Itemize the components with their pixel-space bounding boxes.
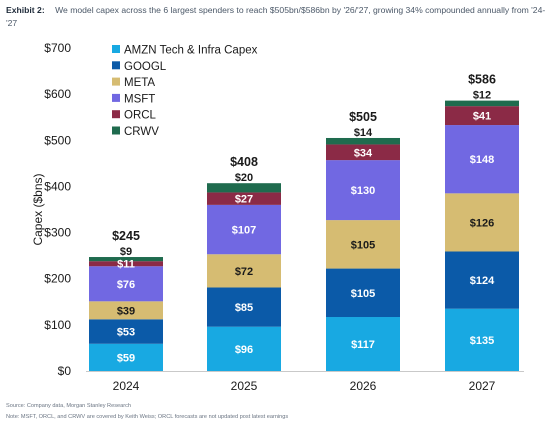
data-label: $105 [351, 288, 375, 300]
data-label: $41 [473, 111, 491, 123]
data-label: $27 [235, 194, 253, 206]
legend-label: MSFT [124, 93, 155, 105]
bar-segment [89, 257, 163, 262]
legend-label: ORCL [124, 110, 157, 122]
bar-segment [89, 266, 163, 302]
bar-segment [445, 106, 519, 126]
data-label: $130 [351, 185, 375, 197]
legend-swatch [112, 45, 120, 53]
total-label: $505 [349, 110, 377, 124]
legend-label: META [124, 77, 155, 89]
bar-segment [326, 268, 400, 318]
bar-segment [89, 319, 163, 344]
legend-label: CRWV [124, 126, 159, 138]
x-tick-label: 2026 [350, 379, 377, 393]
bar-segment [445, 251, 519, 309]
data-label: $96 [235, 344, 253, 356]
bar-segment [445, 100, 519, 107]
data-label: $126 [470, 217, 494, 229]
data-label: $11 [117, 259, 135, 271]
legend-swatch [112, 126, 120, 135]
x-tick-label: 2025 [231, 379, 258, 393]
total-label: $586 [468, 73, 496, 87]
bar-segment [89, 301, 163, 320]
data-label: $12 [473, 90, 491, 102]
bar-segment [207, 326, 281, 371]
y-axis-label: Capex ($bns) [31, 173, 45, 245]
total-label: $408 [230, 155, 258, 169]
bar-segment [326, 137, 400, 145]
y-tick-label: $200 [44, 272, 71, 286]
data-label: $117 [351, 339, 375, 351]
exhibit-number: Exhibit 2: [6, 5, 45, 15]
legend-label: GOOGL [124, 61, 167, 73]
data-label: $14 [354, 127, 373, 139]
legend-label: AMZN Tech & Infra Capex [124, 45, 258, 57]
total-label: $245 [112, 229, 140, 243]
data-label: $148 [470, 154, 494, 166]
exhibit-header: Exhibit 2: We model capex across the 6 l… [6, 4, 546, 29]
legend-swatch [112, 77, 120, 86]
y-tick-label: $300 [44, 226, 71, 240]
y-tick-label: $100 [44, 318, 71, 332]
data-label: $135 [470, 335, 494, 347]
data-label: $105 [351, 239, 375, 251]
bar-segment [89, 261, 163, 267]
data-label: $20 [235, 172, 253, 184]
bar-segment [445, 308, 519, 371]
legend-swatch [112, 61, 120, 70]
x-tick-label: 2024 [113, 379, 140, 393]
data-label: $34 [354, 147, 373, 159]
footnote: Note: MSFT, ORCL, and CRWV are covered b… [6, 414, 289, 420]
data-label: $53 [117, 327, 135, 339]
x-tick-label: 2027 [469, 379, 496, 393]
bar-segment [207, 254, 281, 288]
bar-segment [89, 343, 163, 371]
legend-swatch [112, 110, 120, 119]
y-tick-label: $500 [44, 133, 71, 147]
y-tick-label: $700 [44, 41, 71, 55]
legend-swatch [112, 93, 120, 102]
bar-segment [445, 125, 519, 194]
bar-segment [207, 183, 281, 193]
bar-segment [445, 193, 519, 252]
y-tick-label: $400 [44, 179, 71, 193]
exhibit-title: We model capex across the 6 largest spen… [6, 5, 546, 28]
data-label: $72 [235, 266, 253, 278]
bar-segment [326, 220, 400, 269]
data-label: $59 [117, 352, 135, 364]
data-label: $85 [235, 302, 253, 314]
bar-segment [326, 144, 400, 161]
bar-segment [207, 192, 281, 205]
bar-segment [207, 204, 281, 255]
bar-segment [326, 317, 400, 371]
data-label: $76 [117, 279, 135, 291]
data-label: $39 [117, 305, 135, 317]
data-label: $124 [470, 275, 495, 287]
data-label: $9 [120, 246, 132, 258]
bar-segment [326, 160, 400, 221]
y-tick-label: $600 [44, 87, 71, 101]
source-note: Source: Company data, Morgan Stanley Res… [6, 403, 131, 409]
y-tick-label: $0 [58, 364, 72, 378]
data-label: $107 [232, 225, 256, 237]
bar-segment [207, 287, 281, 327]
